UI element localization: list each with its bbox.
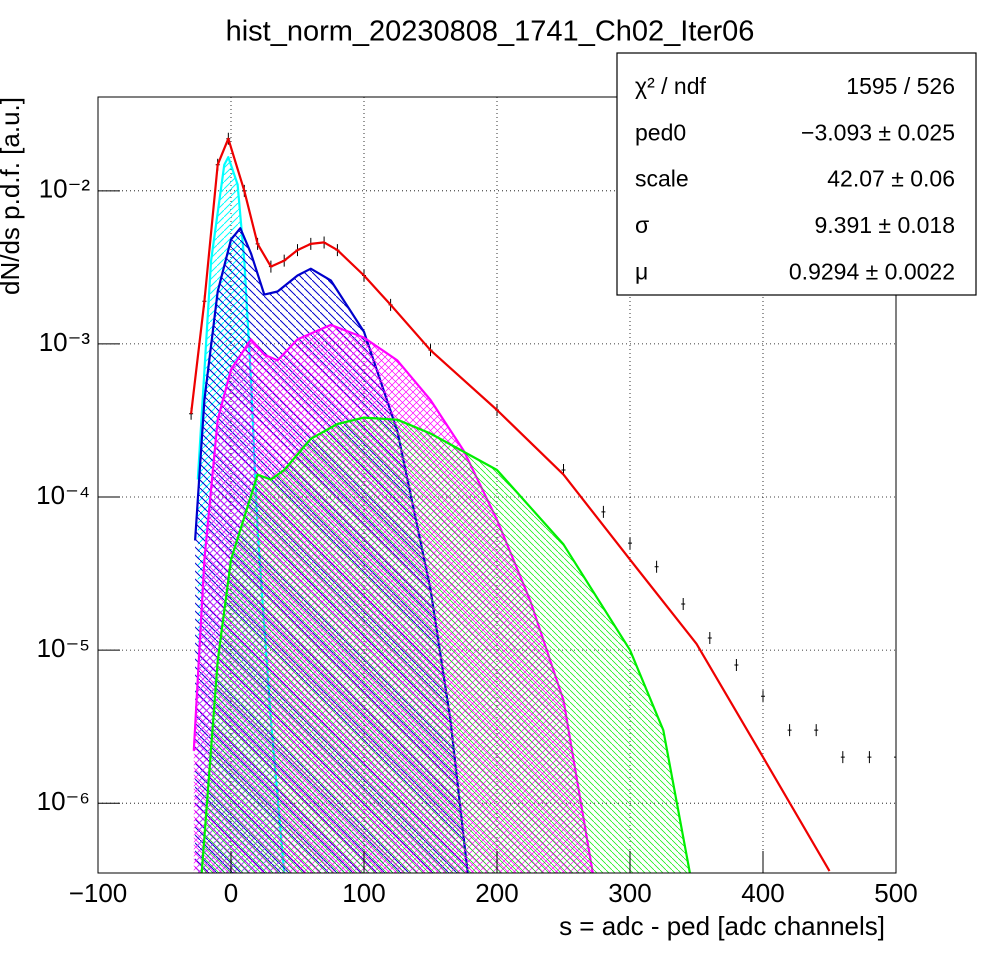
data-point [654,560,659,573]
curve [190,137,831,872]
data-point [734,658,739,671]
stats-label: μ [635,258,648,284]
hatched-area [201,417,690,873]
x-tick-label: −100 [69,878,128,908]
stats-value: 42.07 ± 0.06 [827,166,955,192]
stats-value: 9.391 ± 0.018 [814,212,955,238]
stats-label: ped0 [635,119,686,145]
stats-value: −3.093 ± 0.025 [801,119,955,145]
data-point [707,631,712,644]
data-point [894,751,896,764]
data-point [601,505,606,518]
stats-box [616,52,977,296]
y-tick-label: 10⁻³ [39,327,91,357]
x-tick-label: 200 [475,878,518,908]
x-tick-label: 400 [741,878,784,908]
stats: χ² / ndf 1595 / 526 ped0 −3.093 ± 0.025 scal… [635,73,955,284]
data-point [787,724,792,737]
x-axis-label: s = adc - ped [adc channels] [559,911,885,941]
chart-title: hist_norm_20230808_1741_Ch02_Iter06 [226,16,755,48]
stats-label: χ² / ndf [635,73,706,99]
axes: −100 0 100 200 300 400 500 10⁻⁶ 10⁻⁵ 10⁻⁴ 10⁻³ 10⁻² [36,174,918,908]
curve [200,416,691,873]
stats-value: 0.9294 ± 0.0022 [789,258,955,284]
stats-label: σ [635,212,649,238]
y-tick-label: 10⁻⁴ [36,480,90,510]
data-point [628,537,632,550]
x-tick-label: 100 [342,878,385,908]
x-tick-label: 500 [874,878,917,908]
y-tick-label: 10⁻⁵ [37,633,90,663]
stats-value: 1595 / 526 [846,73,955,99]
x-tick-label: 300 [608,878,651,908]
plot-area [189,132,896,873]
y-axis-label: dN/ds p.d.f. [a.u.] [0,97,25,295]
stats-label: scale [635,166,689,192]
y-tick-label: 10⁻⁶ [37,786,90,816]
data-point [681,598,686,611]
data-point [840,751,845,764]
x-tick-label: 0 [224,878,238,908]
data-point [867,751,872,764]
data-point [814,724,819,737]
y-tick-label: 10⁻² [39,174,91,204]
data-point [761,690,765,703]
